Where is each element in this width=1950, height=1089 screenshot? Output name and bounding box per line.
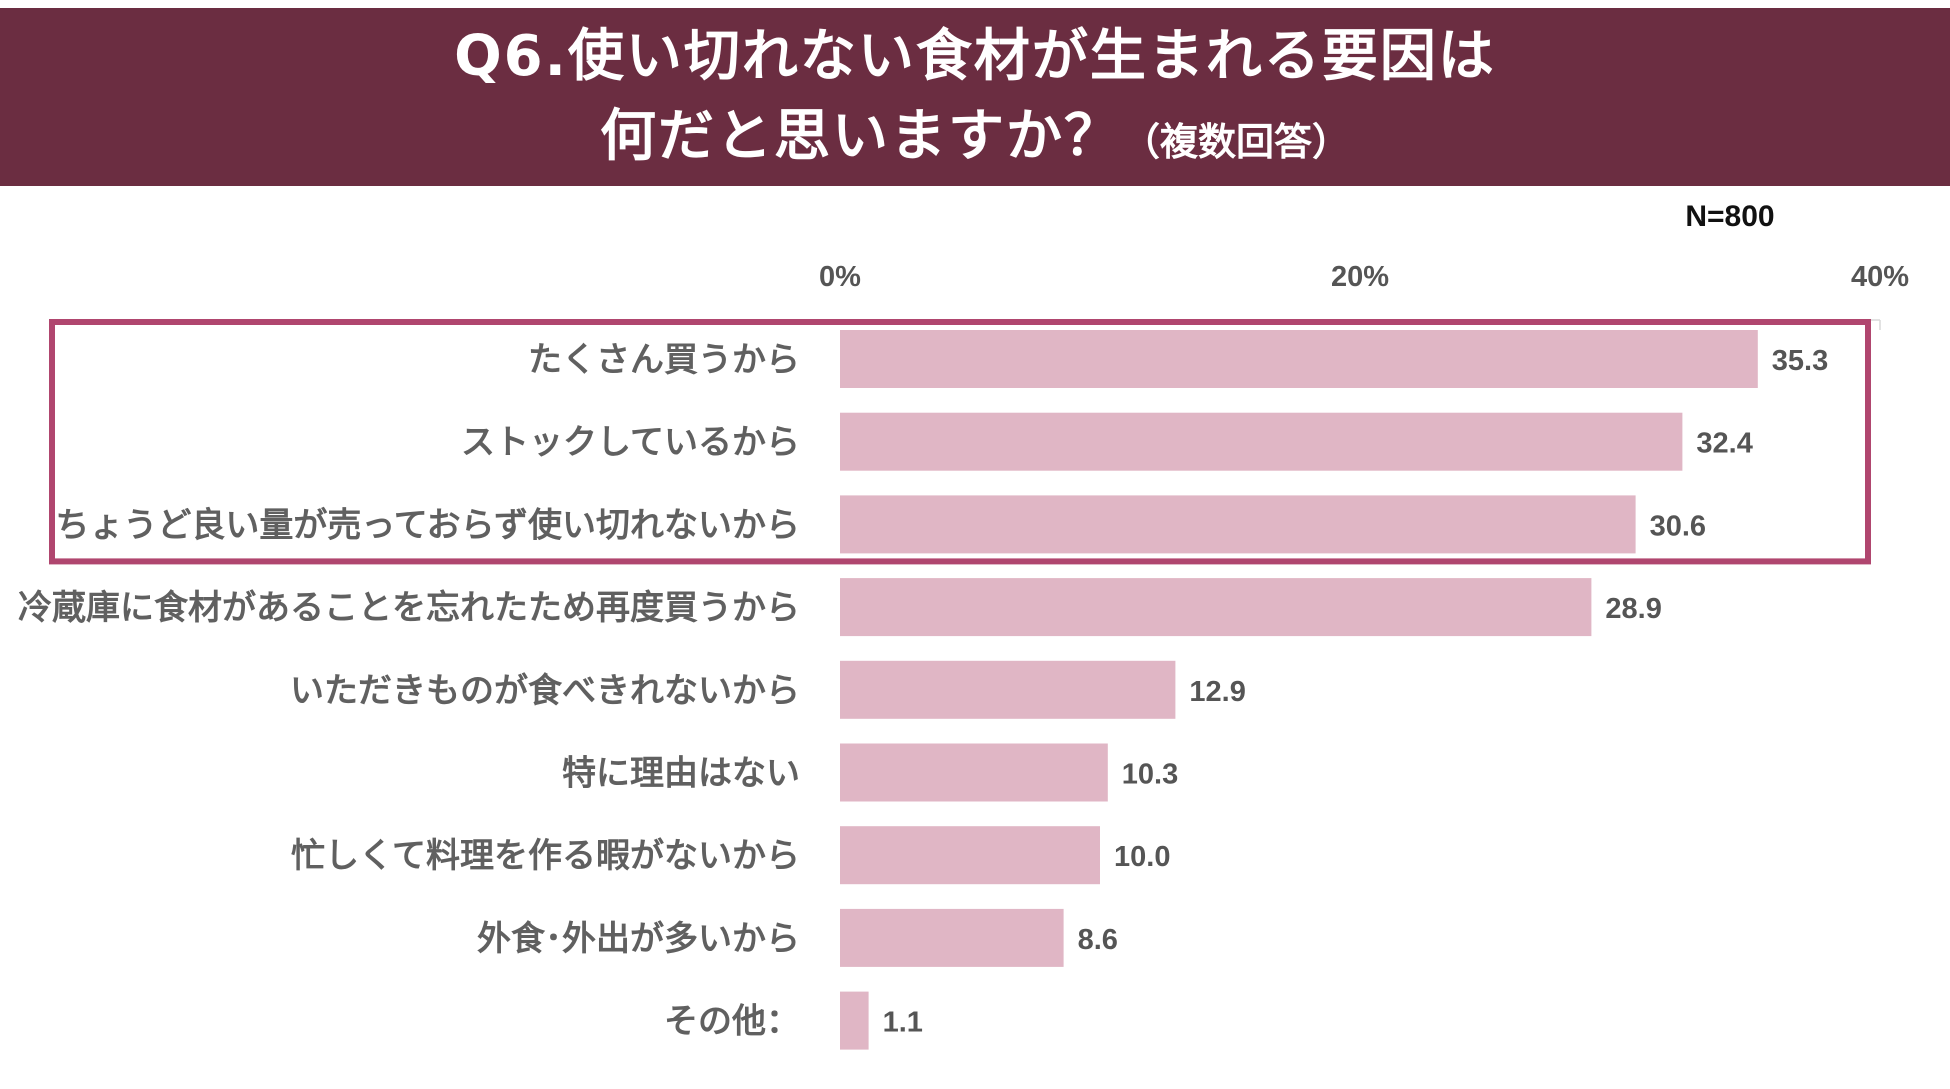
data-label: 1.1 (883, 1007, 923, 1039)
chart-title-line1: Q6.使い切れない食材が生まれる要因は (454, 24, 1496, 89)
highlight-box (49, 319, 1871, 565)
data-label: 30.6 (1650, 510, 1706, 542)
x-tick-label: 20% (1331, 261, 1389, 293)
sample-size-label: N=800 (1685, 200, 1775, 233)
bar (840, 578, 1592, 637)
category-label: いただきものが食べきれないから (290, 671, 800, 711)
chart-title-note: （複数回答） (1121, 120, 1350, 164)
category-label: 冷蔵庫に食材があることを忘れたため再度買うから (18, 588, 800, 628)
data-label: 32.4 (1696, 428, 1752, 460)
bar (840, 660, 1176, 719)
data-label: 10.0 (1114, 841, 1170, 873)
x-tick-label: 0% (819, 261, 861, 293)
data-label: 35.3 (1772, 345, 1828, 377)
category-label: その他： (664, 1002, 800, 1042)
bar (840, 743, 1108, 802)
title-banner: Q6.使い切れない食材が生まれる要因は 何だと思いますか？（複数回答） (0, 8, 1950, 186)
bar (840, 495, 1636, 554)
bar (840, 412, 1683, 471)
bar (840, 826, 1100, 885)
bar (840, 908, 1064, 967)
data-label: 10.3 (1122, 759, 1178, 791)
data-label: 12.9 (1189, 676, 1245, 708)
category-label: ちょうど良い量が売っておらず使い切れないから (55, 505, 800, 545)
category-label: 外食･外出が多いから (477, 919, 800, 959)
category-label: 忙しくて料理を作る暇がないから (291, 836, 800, 876)
bar (840, 330, 1758, 388)
chart-title-line2: 何だと思いますか？（複数回答） (0, 102, 1950, 177)
category-label: ストックしているから (461, 423, 800, 463)
data-label: 28.9 (1605, 593, 1661, 625)
data-label: 8.6 (1078, 924, 1118, 956)
chart-title-question: 何だと思いますか？ (599, 104, 1122, 169)
category-label: たくさん買うから (528, 340, 800, 380)
x-tick-label: 40% (1851, 261, 1909, 293)
category-label: 特に理由はない (562, 754, 800, 794)
bar (840, 991, 869, 1050)
